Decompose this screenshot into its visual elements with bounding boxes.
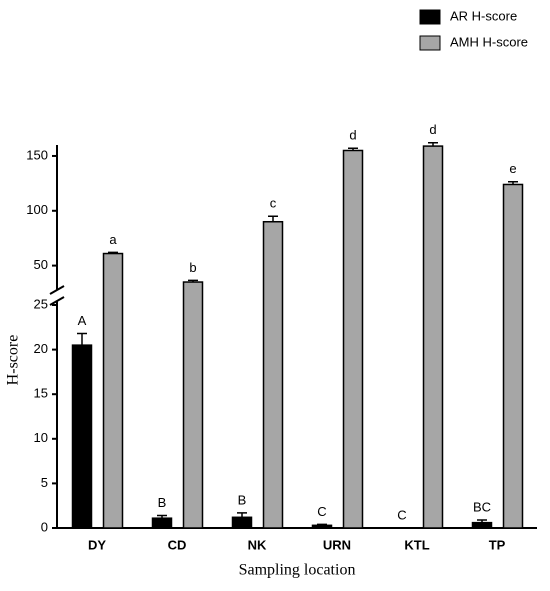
bar bbox=[262, 220, 284, 529]
x-tick-label: URN bbox=[323, 537, 351, 552]
y-tick-label: 150 bbox=[26, 147, 48, 162]
significance-letter: B bbox=[238, 492, 247, 507]
bar bbox=[102, 252, 124, 529]
y-tick-label: 5 bbox=[41, 475, 48, 490]
significance-letter: a bbox=[109, 232, 117, 247]
significance-letter: A bbox=[78, 313, 87, 328]
y-tick-label: 0 bbox=[41, 519, 48, 534]
x-axis-label: Sampling location bbox=[239, 562, 356, 579]
significance-letter: b bbox=[189, 260, 196, 275]
x-tick-label: TP bbox=[489, 537, 506, 552]
x-tick-label: DY bbox=[88, 537, 106, 552]
bar bbox=[422, 145, 444, 529]
significance-letter: C bbox=[317, 504, 326, 519]
error-bar bbox=[508, 180, 518, 185]
axis-break bbox=[49, 285, 65, 295]
y-tick-label: 50 bbox=[34, 257, 48, 272]
error-bar bbox=[188, 279, 198, 283]
bar bbox=[231, 516, 253, 529]
bar bbox=[342, 149, 364, 529]
error-bar bbox=[108, 251, 118, 254]
legend-swatch bbox=[419, 9, 441, 25]
y-axis-label: H-score bbox=[5, 335, 22, 386]
bar bbox=[71, 344, 93, 529]
legend-swatch bbox=[419, 35, 441, 51]
y-tick-label: 10 bbox=[34, 430, 48, 445]
significance-letter: e bbox=[509, 161, 516, 176]
bar bbox=[471, 521, 493, 529]
significance-letter: B bbox=[158, 495, 167, 510]
significance-letter: d bbox=[429, 122, 436, 137]
error-bar bbox=[157, 514, 167, 519]
x-tick-label: KTL bbox=[404, 537, 429, 552]
error-bar bbox=[237, 512, 247, 518]
bar bbox=[502, 183, 524, 529]
error-bar bbox=[428, 142, 438, 147]
y-tick-label: 15 bbox=[34, 386, 48, 401]
legend-label: AR H-score bbox=[450, 8, 517, 23]
x-tick-label: CD bbox=[168, 537, 187, 552]
bar bbox=[182, 281, 204, 529]
y-tick-label: 20 bbox=[34, 341, 48, 356]
axis-break bbox=[49, 296, 65, 306]
bar bbox=[151, 517, 173, 529]
y-tick-label: 25 bbox=[34, 296, 48, 311]
significance-letter: d bbox=[349, 128, 356, 143]
significance-letter: C bbox=[397, 507, 406, 522]
significance-letter: c bbox=[270, 196, 277, 211]
significance-letter: BC bbox=[473, 499, 491, 514]
bar bbox=[311, 524, 333, 529]
error-bar bbox=[348, 147, 358, 151]
x-tick-label: NK bbox=[248, 537, 267, 552]
error-bar bbox=[477, 519, 487, 523]
error-bar bbox=[77, 332, 87, 346]
y-tick-label: 100 bbox=[26, 202, 48, 217]
error-bar bbox=[268, 215, 278, 222]
error-bar bbox=[317, 523, 327, 526]
legend-label: AMH H-score bbox=[450, 34, 528, 49]
